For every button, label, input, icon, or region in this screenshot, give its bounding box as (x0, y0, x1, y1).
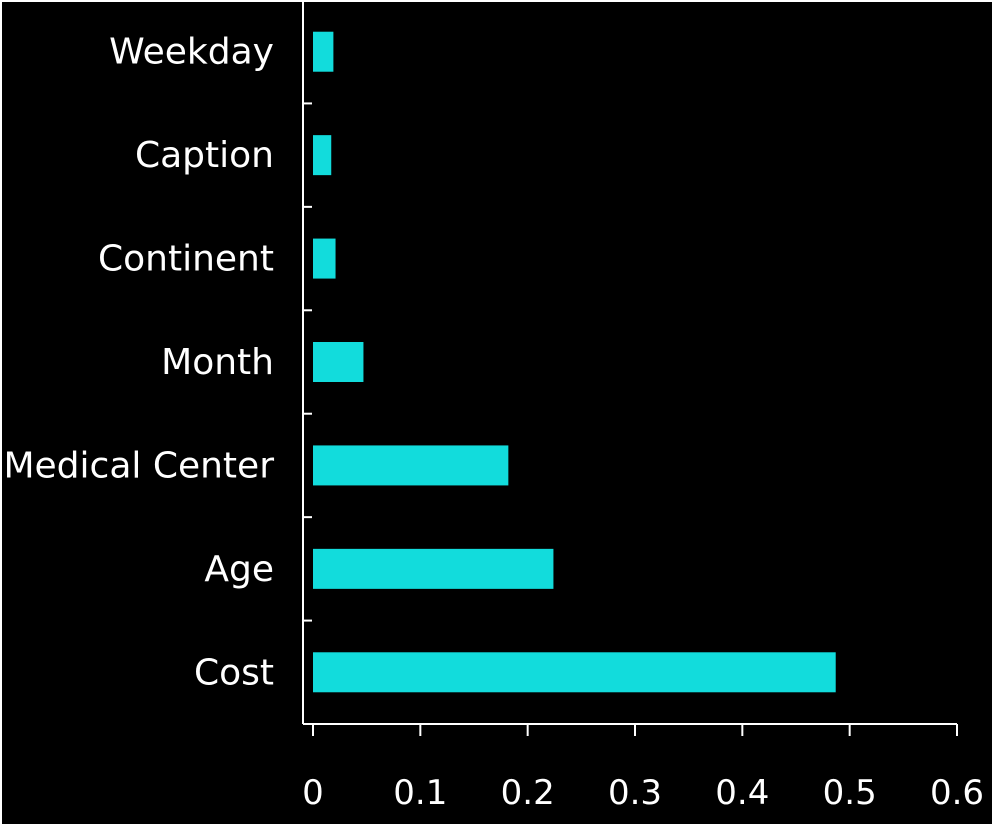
y-ticks-group (303, 0, 312, 622)
bar-age (313, 548, 554, 589)
bar-caption (313, 135, 332, 176)
axes-group (302, 0, 957, 725)
category-label-caption: Caption (135, 135, 274, 176)
bar-medical-center (313, 445, 509, 486)
category-labels-group: Cost Age Medical Center Month Continent Capti… (3, 32, 274, 694)
bar-weekday (313, 31, 334, 72)
x-tick-label: 0.3 (608, 773, 662, 813)
category-label-cost: Cost (194, 652, 274, 693)
x-tick-label: 0.4 (715, 773, 769, 813)
category-label-continent: Continent (98, 239, 274, 280)
category-label-medical-center: Medical Center (3, 445, 274, 486)
x-tick-label: 0.5 (823, 773, 877, 813)
bars-group (313, 31, 836, 693)
x-tick-label: 0 (302, 773, 324, 813)
bar-continent (313, 238, 336, 279)
category-label-age: Age (204, 549, 274, 590)
x-ticks-group: 0 0.1 0.2 0.3 0.4 0.5 0.6 (302, 724, 984, 813)
x-tick-label: 0.2 (501, 773, 555, 813)
x-tick-label: 0.6 (930, 773, 984, 813)
bar-cost (313, 652, 836, 693)
category-label-month: Month (161, 342, 274, 383)
bar-month (313, 342, 364, 382)
category-label-weekday: Weekday (109, 32, 274, 73)
x-tick-label: 0.1 (393, 773, 447, 813)
